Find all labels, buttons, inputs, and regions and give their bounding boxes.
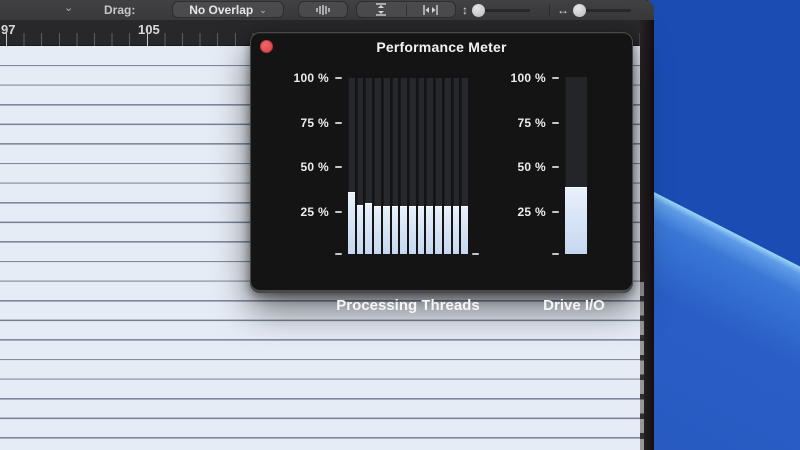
meter-bar xyxy=(435,206,442,254)
zoom-button-group xyxy=(356,1,456,18)
y-axis-tick xyxy=(552,77,559,79)
y-axis-label: 100 % xyxy=(510,71,546,85)
meter-bar-track xyxy=(382,78,390,254)
window-right-edge xyxy=(640,20,654,450)
y-axis-label: 100 % xyxy=(293,71,329,85)
processing-threads-meter xyxy=(348,78,469,254)
meter-bar xyxy=(400,206,408,254)
processing-threads-label: Processing Threads xyxy=(336,297,480,314)
y-axis-tick xyxy=(552,122,559,124)
close-button[interactable] xyxy=(260,40,273,53)
meter-bar xyxy=(443,206,451,254)
meter-bar-track xyxy=(461,78,469,254)
meter-bar xyxy=(452,206,460,254)
vertical-zoom-slider-knob[interactable] xyxy=(472,3,485,17)
meter-bar xyxy=(417,206,425,254)
meter-bar xyxy=(374,206,381,254)
meter-bar-track xyxy=(443,78,451,254)
meter-bar-track xyxy=(356,78,364,254)
horizontal-zoom-slider-icon: ↔ xyxy=(557,3,569,17)
chevron-down-icon: ⌄ xyxy=(259,4,267,15)
meter-bar-track xyxy=(565,77,587,254)
y-axis-tick xyxy=(335,122,342,124)
y-axis-tick xyxy=(552,253,559,255)
performance-meter-titlebar[interactable]: Performance Meter xyxy=(251,33,632,60)
horizontal-zoom-slider[interactable]: ↔ xyxy=(557,0,631,20)
vertical-zoom-slider-track[interactable] xyxy=(472,3,530,17)
meter-bar-track xyxy=(452,78,460,254)
y-axis-label: 50 % xyxy=(300,160,329,174)
toolbar-separator xyxy=(549,4,550,16)
meter-bar xyxy=(391,206,399,254)
y-axis-tick xyxy=(335,253,342,255)
track-line-bleed xyxy=(640,282,644,450)
vertical-zoom-slider[interactable]: ↕ xyxy=(462,0,530,20)
meter-bar xyxy=(426,206,434,254)
meter-bar-track xyxy=(400,78,408,254)
y-axis-label: 50 % xyxy=(517,160,546,174)
meter-bar xyxy=(365,202,373,254)
wallpaper-ridge xyxy=(648,186,800,450)
y-axis-tick xyxy=(552,211,559,213)
meter-bar xyxy=(565,186,587,254)
meter-bar-track xyxy=(417,78,425,254)
y-axis-label: 25 % xyxy=(517,205,546,219)
horizontal-zoom-slider-knob[interactable] xyxy=(573,3,586,17)
y-axis-tick xyxy=(552,166,559,168)
meter-bar-track xyxy=(435,78,442,254)
performance-meter-title: Performance Meter xyxy=(376,39,507,55)
horizontal-auto-zoom-icon xyxy=(423,4,438,15)
waveform-zoom-button[interactable] xyxy=(298,1,348,18)
drive-io-meter xyxy=(565,77,587,254)
vertical-auto-zoom-icon xyxy=(375,3,387,16)
performance-meter-window: Performance Meter 100 % 75 % 50 % 25 % 1… xyxy=(250,32,633,314)
drag-mode-value: No Overlap xyxy=(189,2,254,17)
y-axis-label: 75 % xyxy=(517,116,546,130)
meter-bar xyxy=(409,206,416,254)
drag-mode-dropdown[interactable]: No Overlap ⌄ xyxy=(172,1,284,18)
meter-bar-track xyxy=(409,78,416,254)
drive-io-label: Drive I/O xyxy=(543,297,605,314)
ruler-major-tick xyxy=(6,28,7,46)
meter-bar xyxy=(348,192,355,254)
meter-bar xyxy=(461,206,469,254)
meter-bar-track xyxy=(365,78,373,254)
meter-bar-track xyxy=(426,78,434,254)
horizontal-zoom-slider-track[interactable] xyxy=(573,3,631,17)
ruler-marker: 105 xyxy=(138,22,160,37)
ruler-marker: 97 xyxy=(1,22,16,37)
y-axis-label: 25 % xyxy=(300,205,329,219)
horizontal-auto-zoom-button[interactable] xyxy=(406,2,455,17)
meter-bar-track xyxy=(374,78,381,254)
vertical-auto-zoom-button[interactable] xyxy=(357,2,406,17)
button-group-divider xyxy=(405,3,407,16)
chevron-down-icon[interactable]: ⌄ xyxy=(64,2,74,14)
y-axis-tick xyxy=(335,77,342,79)
y-axis-tick xyxy=(472,253,479,255)
y-axis-label: 75 % xyxy=(300,116,329,130)
meter-bar xyxy=(356,204,364,254)
meter-bar xyxy=(382,206,390,254)
waveform-zoom-icon xyxy=(315,4,331,16)
ruler-major-tick xyxy=(147,28,148,46)
meter-bar-track xyxy=(391,78,399,254)
desktop-wallpaper xyxy=(648,0,800,450)
toolbar: ⌄ Drag: No Overlap ⌄ xyxy=(0,0,654,20)
vertical-zoom-slider-icon: ↕ xyxy=(462,3,468,17)
meter-bar-track xyxy=(348,78,355,254)
y-axis-tick xyxy=(335,166,342,168)
drag-mode-label: Drag: xyxy=(104,3,136,17)
y-axis-tick xyxy=(335,211,342,213)
